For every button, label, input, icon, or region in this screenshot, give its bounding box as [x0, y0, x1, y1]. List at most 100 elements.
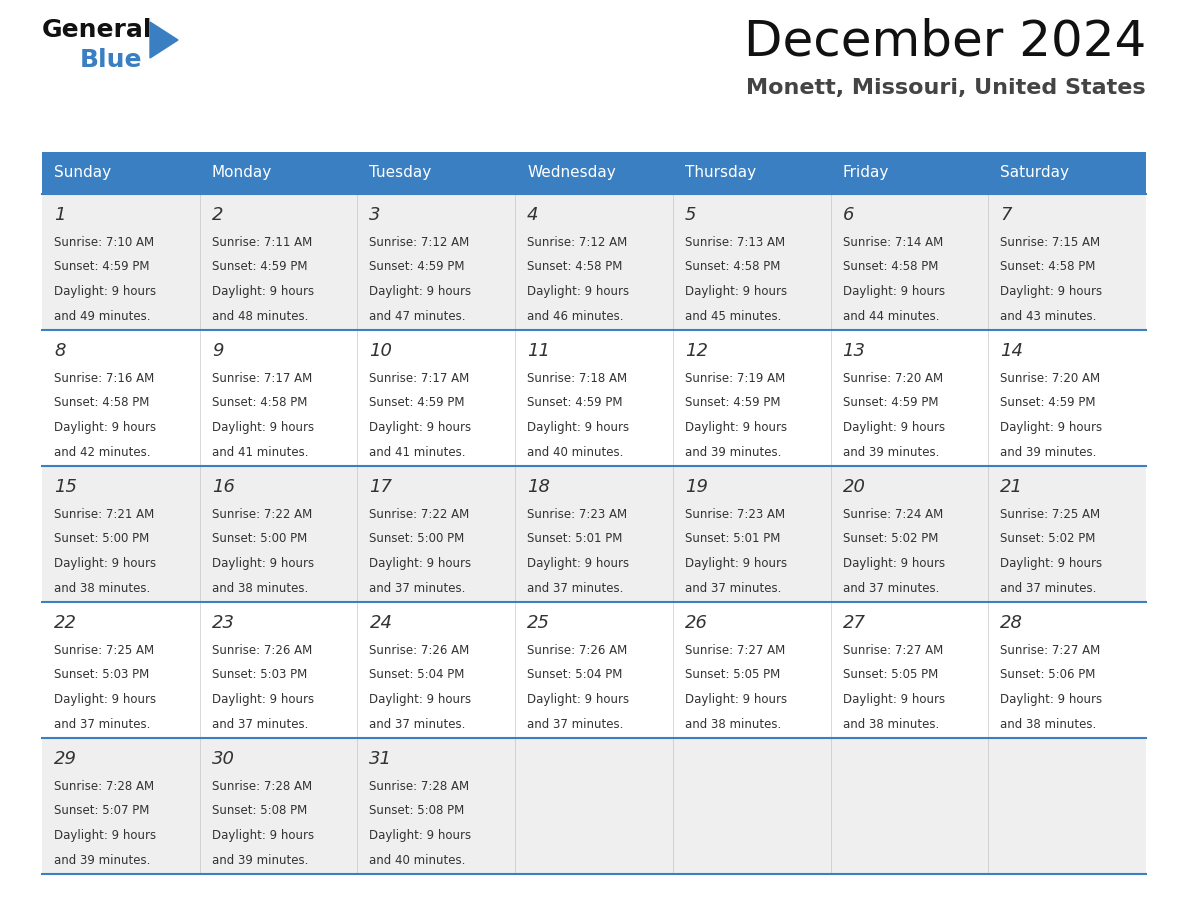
Text: Sunset: 5:08 PM: Sunset: 5:08 PM — [211, 804, 307, 818]
Text: and 43 minutes.: and 43 minutes. — [1000, 309, 1097, 322]
Text: Sunset: 5:00 PM: Sunset: 5:00 PM — [211, 532, 307, 545]
Bar — [672, 330, 830, 466]
Bar — [988, 602, 1146, 738]
Text: Sunrise: 7:17 AM: Sunrise: 7:17 AM — [211, 372, 312, 385]
Text: General: General — [42, 18, 152, 42]
Text: Sunrise: 7:23 AM: Sunrise: 7:23 AM — [684, 508, 785, 521]
Text: 14: 14 — [1000, 342, 1023, 360]
Text: 11: 11 — [527, 342, 550, 360]
Bar — [516, 466, 672, 602]
Text: Sunset: 5:00 PM: Sunset: 5:00 PM — [369, 532, 465, 545]
Text: 15: 15 — [53, 478, 77, 496]
Text: Sunrise: 7:28 AM: Sunrise: 7:28 AM — [53, 780, 154, 793]
Text: Daylight: 9 hours: Daylight: 9 hours — [211, 557, 314, 570]
Bar — [516, 330, 672, 466]
Text: Sunrise: 7:11 AM: Sunrise: 7:11 AM — [211, 236, 312, 249]
Text: Daylight: 9 hours: Daylight: 9 hours — [53, 557, 156, 570]
Bar — [42, 330, 200, 466]
Text: Daylight: 9 hours: Daylight: 9 hours — [53, 829, 156, 842]
Text: Sunrise: 7:12 AM: Sunrise: 7:12 AM — [527, 236, 627, 249]
Text: Monday: Monday — [211, 165, 272, 181]
Text: Sunset: 5:05 PM: Sunset: 5:05 PM — [684, 668, 781, 681]
Text: 10: 10 — [369, 342, 392, 360]
Text: Sunset: 5:03 PM: Sunset: 5:03 PM — [211, 668, 307, 681]
Text: 2: 2 — [211, 206, 223, 224]
Bar — [200, 466, 358, 602]
Text: Monett, Missouri, United States: Monett, Missouri, United States — [746, 78, 1146, 98]
Text: 9: 9 — [211, 342, 223, 360]
Text: and 37 minutes.: and 37 minutes. — [527, 581, 624, 595]
Text: and 44 minutes.: and 44 minutes. — [842, 309, 939, 322]
Text: Daylight: 9 hours: Daylight: 9 hours — [369, 829, 472, 842]
Bar — [200, 738, 358, 874]
Bar — [358, 330, 516, 466]
Bar — [200, 330, 358, 466]
Text: Sunset: 5:08 PM: Sunset: 5:08 PM — [369, 804, 465, 818]
Text: Sunset: 4:58 PM: Sunset: 4:58 PM — [842, 261, 939, 274]
Text: and 37 minutes.: and 37 minutes. — [211, 718, 308, 731]
Bar — [358, 194, 516, 330]
Text: Daylight: 9 hours: Daylight: 9 hours — [211, 829, 314, 842]
Bar — [988, 738, 1146, 874]
Text: Sunset: 4:58 PM: Sunset: 4:58 PM — [211, 397, 307, 409]
Text: Sunrise: 7:22 AM: Sunrise: 7:22 AM — [369, 508, 469, 521]
Text: Saturday: Saturday — [1000, 165, 1069, 181]
Text: 23: 23 — [211, 614, 235, 632]
Bar — [830, 738, 988, 874]
Text: and 48 minutes.: and 48 minutes. — [211, 309, 308, 322]
Text: and 37 minutes.: and 37 minutes. — [684, 581, 782, 595]
Text: Sunset: 4:58 PM: Sunset: 4:58 PM — [684, 261, 781, 274]
Text: 31: 31 — [369, 750, 392, 768]
Text: Tuesday: Tuesday — [369, 165, 431, 181]
Text: Sunrise: 7:19 AM: Sunrise: 7:19 AM — [684, 372, 785, 385]
Bar — [516, 602, 672, 738]
Text: Sunrise: 7:25 AM: Sunrise: 7:25 AM — [1000, 508, 1100, 521]
Text: Daylight: 9 hours: Daylight: 9 hours — [369, 285, 472, 298]
Text: Daylight: 9 hours: Daylight: 9 hours — [53, 421, 156, 434]
Text: and 37 minutes.: and 37 minutes. — [369, 718, 466, 731]
Text: and 38 minutes.: and 38 minutes. — [684, 718, 781, 731]
Text: Sunset: 5:07 PM: Sunset: 5:07 PM — [53, 804, 150, 818]
Text: Daylight: 9 hours: Daylight: 9 hours — [684, 693, 786, 706]
Text: and 47 minutes.: and 47 minutes. — [369, 309, 466, 322]
Text: 20: 20 — [842, 478, 866, 496]
Text: Daylight: 9 hours: Daylight: 9 hours — [211, 421, 314, 434]
Text: Sunset: 5:05 PM: Sunset: 5:05 PM — [842, 668, 937, 681]
Text: Sunset: 5:06 PM: Sunset: 5:06 PM — [1000, 668, 1095, 681]
Text: 17: 17 — [369, 478, 392, 496]
Text: Sunrise: 7:21 AM: Sunrise: 7:21 AM — [53, 508, 154, 521]
Text: Sunset: 5:04 PM: Sunset: 5:04 PM — [369, 668, 465, 681]
Bar — [988, 194, 1146, 330]
Text: 7: 7 — [1000, 206, 1012, 224]
Text: and 37 minutes.: and 37 minutes. — [369, 581, 466, 595]
Text: Sunrise: 7:13 AM: Sunrise: 7:13 AM — [684, 236, 785, 249]
Text: Daylight: 9 hours: Daylight: 9 hours — [369, 557, 472, 570]
Bar — [200, 152, 358, 194]
Text: Sunrise: 7:10 AM: Sunrise: 7:10 AM — [53, 236, 154, 249]
Text: and 39 minutes.: and 39 minutes. — [53, 854, 151, 867]
Text: Daylight: 9 hours: Daylight: 9 hours — [527, 285, 630, 298]
Bar — [42, 152, 200, 194]
Bar — [988, 152, 1146, 194]
Bar — [988, 330, 1146, 466]
Text: Sunrise: 7:17 AM: Sunrise: 7:17 AM — [369, 372, 469, 385]
Text: and 42 minutes.: and 42 minutes. — [53, 445, 151, 458]
Text: Daylight: 9 hours: Daylight: 9 hours — [1000, 557, 1102, 570]
Text: Sunrise: 7:28 AM: Sunrise: 7:28 AM — [211, 780, 311, 793]
Text: Daylight: 9 hours: Daylight: 9 hours — [842, 693, 944, 706]
Bar — [830, 194, 988, 330]
Text: December 2024: December 2024 — [744, 18, 1146, 66]
Text: Daylight: 9 hours: Daylight: 9 hours — [842, 557, 944, 570]
Text: Sunrise: 7:28 AM: Sunrise: 7:28 AM — [369, 780, 469, 793]
Text: Sunset: 4:58 PM: Sunset: 4:58 PM — [527, 261, 623, 274]
Text: 12: 12 — [684, 342, 708, 360]
Text: 19: 19 — [684, 478, 708, 496]
Text: and 38 minutes.: and 38 minutes. — [211, 581, 308, 595]
Text: Sunset: 4:59 PM: Sunset: 4:59 PM — [369, 261, 465, 274]
Text: and 39 minutes.: and 39 minutes. — [842, 445, 939, 458]
Text: Sunrise: 7:14 AM: Sunrise: 7:14 AM — [842, 236, 943, 249]
Text: 26: 26 — [684, 614, 708, 632]
Text: 22: 22 — [53, 614, 77, 632]
Text: and 37 minutes.: and 37 minutes. — [527, 718, 624, 731]
Text: 4: 4 — [527, 206, 538, 224]
